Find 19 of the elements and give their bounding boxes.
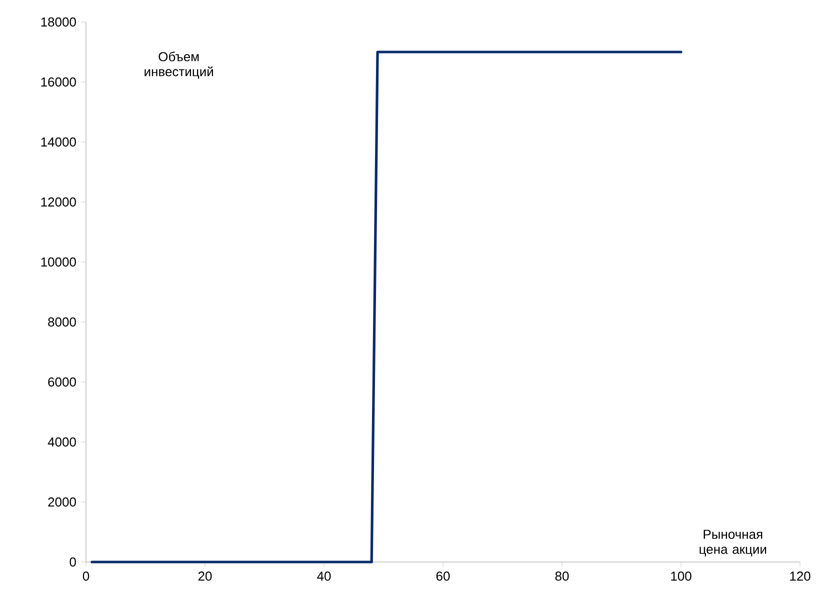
- y-tick-label: 18000: [41, 17, 76, 27]
- x-tick-label: 40: [317, 572, 331, 581]
- x-tick-label: 120: [790, 572, 810, 581]
- y-tick-label: 10000: [41, 257, 76, 267]
- x-tick-label: 80: [555, 572, 569, 581]
- x-tick-label: 60: [436, 572, 450, 581]
- y-tick-label: 2000: [48, 497, 76, 507]
- y-tick-label: 16000: [41, 77, 76, 87]
- y-tick-label: 6000: [48, 377, 76, 387]
- x-tick-label: 20: [198, 572, 212, 581]
- x-tick-label: 100: [671, 572, 692, 581]
- x-axis-title: Рыночная цена акции: [700, 530, 766, 556]
- x-tick-label: 0: [82, 572, 90, 581]
- y-tick-label: 0: [70, 557, 76, 567]
- y-tick-label: 12000: [41, 197, 76, 207]
- y-tick-label: 4000: [48, 437, 76, 447]
- y-tick-label: 14000: [41, 137, 76, 147]
- y-axis-title: Объем инвестиций: [144, 52, 213, 79]
- y-tick-label: 8000: [48, 317, 76, 327]
